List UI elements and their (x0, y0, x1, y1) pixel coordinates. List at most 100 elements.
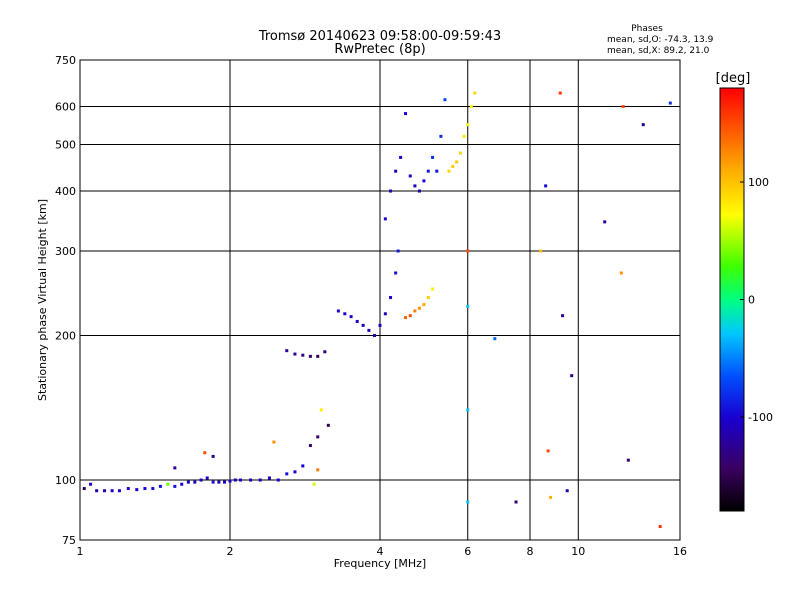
data-point (426, 169, 430, 173)
data-point (544, 184, 548, 188)
data-point (641, 123, 645, 127)
data-point (336, 309, 340, 313)
x-tick-label: 10 (571, 545, 585, 558)
data-point (199, 478, 203, 482)
data-point (228, 479, 232, 483)
data-point (276, 478, 280, 482)
y-tick-label: 750 (55, 54, 76, 67)
y-tick-label: 600 (55, 101, 76, 114)
data-point (443, 98, 447, 102)
stats-line-x: mean, sd,X: 89.2, 21.0 (607, 46, 710, 56)
data-point (626, 458, 630, 462)
data-point (549, 495, 553, 499)
y-tick-label: 100 (55, 474, 76, 487)
data-point (326, 423, 330, 427)
stats-line-o: mean, sd,O: -74.3, 13.9 (607, 35, 714, 45)
data-point (493, 337, 497, 341)
data-point (301, 353, 305, 357)
data-point (343, 312, 347, 316)
x-tick-label: 4 (377, 545, 384, 558)
data-point (403, 316, 407, 320)
data-point (312, 482, 316, 486)
x-axis-label: Frequency [MHz] (334, 557, 426, 570)
data-point (561, 314, 565, 318)
data-point (389, 189, 393, 193)
data-point (570, 374, 574, 378)
data-point (211, 480, 215, 484)
data-point (301, 464, 305, 468)
data-point (455, 160, 459, 164)
data-point (82, 487, 86, 491)
data-point (95, 489, 99, 493)
data-point (267, 476, 271, 480)
data-point (308, 354, 312, 358)
data-point (367, 328, 371, 332)
data-point (383, 312, 387, 316)
colorbar-tick-label: -100 (748, 411, 773, 424)
data-point (143, 487, 147, 491)
data-point (466, 408, 470, 412)
data-point (166, 482, 170, 486)
data-point (422, 179, 426, 183)
data-point (658, 525, 662, 529)
data-point (394, 271, 398, 275)
chart-title: Tromsø 20140623 09:58:00-09:59:43 (258, 29, 501, 44)
data-point (378, 323, 382, 327)
data-point (316, 435, 320, 439)
x-tick-label: 1 (77, 545, 84, 558)
x-tick-labels: 1 2 4 6 8 10 16 (77, 545, 688, 558)
data-point (565, 489, 569, 493)
data-point (431, 155, 435, 159)
data-point (316, 354, 320, 358)
data-point (422, 303, 426, 307)
data-point (223, 480, 227, 484)
colorbar-ticks: 100 0 -100 (740, 176, 773, 424)
y-tick-labels: 75 100 200 300 400 500 600 750 (55, 54, 76, 547)
data-point (258, 478, 262, 482)
data-point (621, 105, 625, 109)
data-point (193, 480, 197, 484)
data-point (417, 306, 421, 310)
data-point (203, 451, 207, 455)
data-point (89, 482, 93, 486)
x-tick-label: 16 (673, 545, 687, 558)
data-point (462, 134, 466, 138)
data-point (373, 334, 377, 338)
data-point (349, 315, 353, 319)
data-point (239, 478, 243, 482)
data-point (469, 105, 473, 109)
data-point (514, 500, 518, 504)
colorbar-tick-label: 100 (748, 176, 769, 189)
data-point (233, 478, 237, 482)
data-point (135, 488, 139, 492)
data-point (603, 220, 607, 224)
data-point (539, 249, 543, 253)
data-point (439, 134, 443, 138)
data-point (126, 487, 130, 491)
data-point (558, 91, 562, 95)
data-point (668, 101, 672, 105)
data-point (394, 169, 398, 173)
data-point (211, 454, 215, 458)
data-point (361, 323, 365, 327)
colorbar-label: [deg] (716, 71, 751, 86)
data-point (180, 482, 184, 486)
data-point (619, 271, 623, 275)
data-point (451, 164, 455, 168)
y-axis-label: Stationary phase Virtual Height [km] (36, 199, 49, 401)
data-point (110, 489, 114, 493)
y-tick-label: 400 (55, 185, 76, 198)
data-point (316, 468, 320, 472)
data-point (323, 350, 327, 354)
data-point (399, 155, 403, 159)
colorbar-tick-label: 0 (748, 294, 755, 307)
y-tick-label: 300 (55, 245, 76, 258)
data-point (158, 484, 162, 488)
data-point (272, 440, 276, 444)
y-tick-label: 75 (62, 534, 76, 547)
data-point (466, 123, 470, 127)
data-point (435, 169, 439, 173)
data-point (417, 189, 421, 193)
data-point (383, 217, 387, 221)
